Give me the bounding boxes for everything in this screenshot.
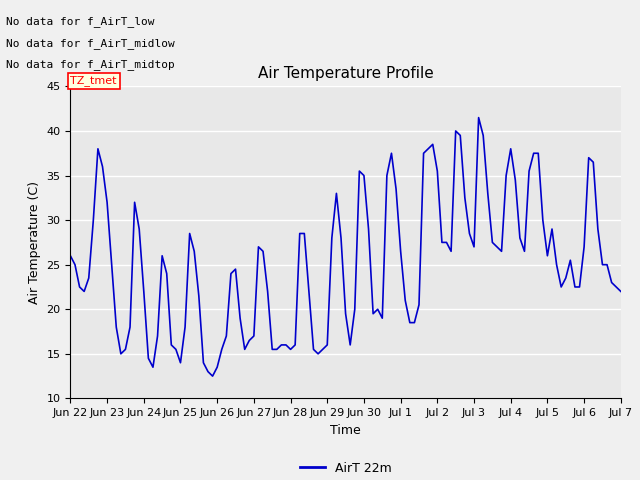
Title: Air Temperature Profile: Air Temperature Profile bbox=[258, 66, 433, 81]
Text: TZ_tmet: TZ_tmet bbox=[70, 75, 117, 86]
Text: No data for f_AirT_midtop: No data for f_AirT_midtop bbox=[6, 59, 175, 70]
Text: No data for f_AirT_midlow: No data for f_AirT_midlow bbox=[6, 37, 175, 48]
Y-axis label: Air Temperature (C): Air Temperature (C) bbox=[28, 181, 41, 304]
Legend: AirT 22m: AirT 22m bbox=[295, 456, 396, 480]
X-axis label: Time: Time bbox=[330, 424, 361, 437]
Text: No data for f_AirT_low: No data for f_AirT_low bbox=[6, 16, 155, 27]
